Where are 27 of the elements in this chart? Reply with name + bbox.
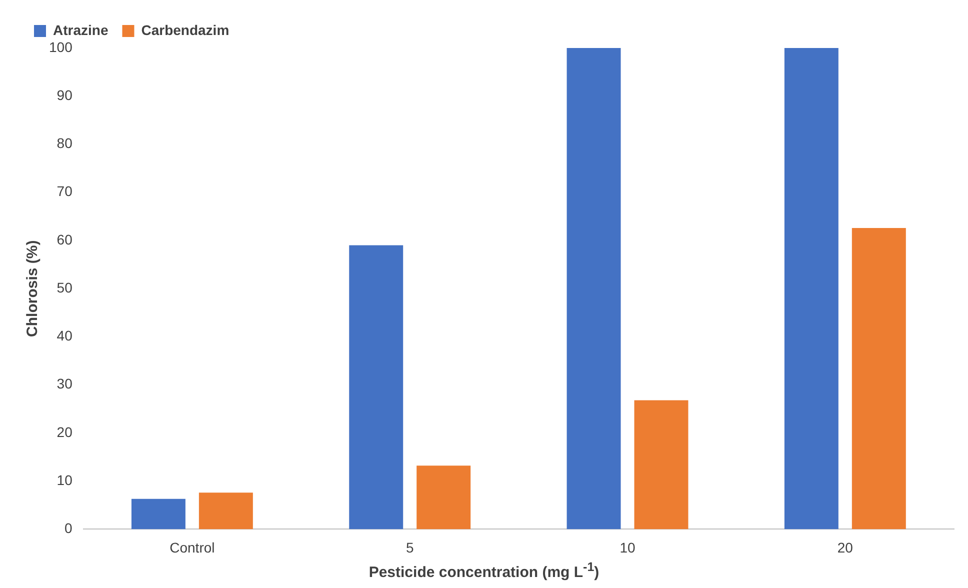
bar [566,48,621,530]
y-tick-label: 50 [56,279,73,296]
bar [198,492,253,530]
x-tick-label: Control [170,539,215,556]
y-axis-title: Chlorosis (%) [24,240,42,337]
bar [852,228,906,530]
bar [416,466,471,530]
y-tick-label: 10 [56,472,73,488]
x-tick-label: 20 [837,539,854,556]
legend-label: Carbendazim [141,22,230,38]
legend-label: Atrazine [53,22,108,38]
y-tick-label: 80 [56,135,73,152]
y-tick-label: 30 [56,376,73,392]
bar [349,245,404,530]
bar [131,498,186,530]
x-tick-label: 10 [620,539,636,556]
y-tick-label: 100 [49,38,73,55]
y-tick-label: 90 [56,86,73,103]
y-tick-label: 40 [56,328,73,344]
y-tick-label: 60 [56,231,73,248]
y-tick-label: 0 [64,520,73,536]
y-tick-label: 70 [56,183,73,200]
bar [784,48,838,530]
bar [634,400,688,530]
y-tick-label: 20 [56,424,73,440]
x-axis-title: Pesticide concentration (mg L$^{-1}$) [368,560,600,581]
x-tick-label: 5 [406,539,414,556]
